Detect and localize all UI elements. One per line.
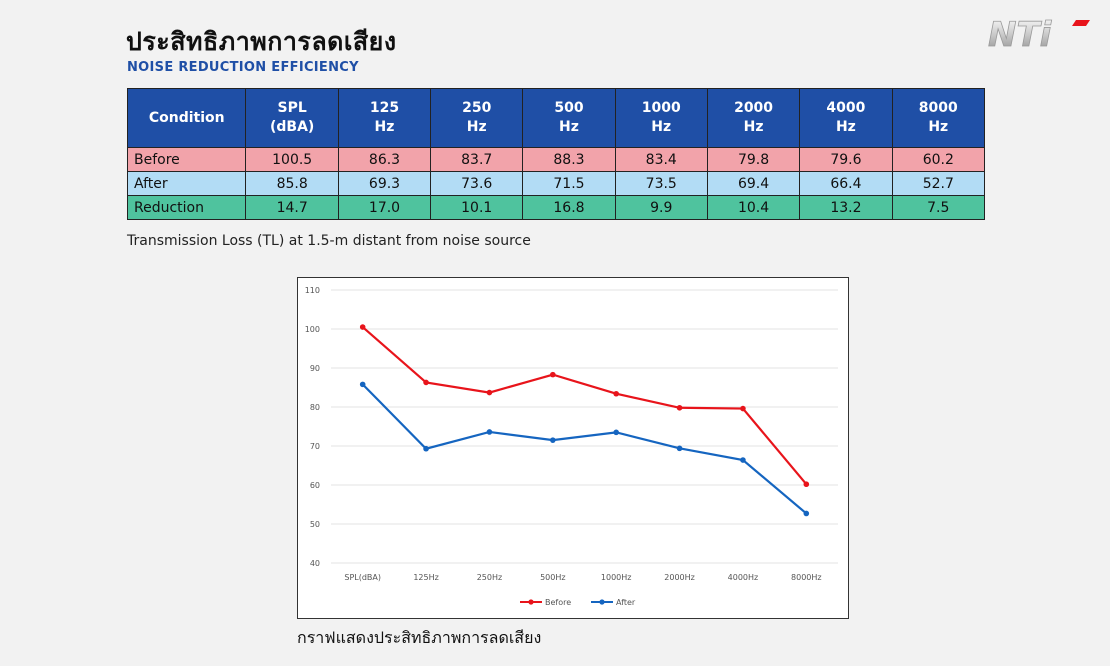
noise-reduction-table: Condition SPL (dBA) 125 Hz 250 Hz 500 Hz… (126, 88, 986, 220)
line-chart-container: 40 50 60 70 80 90 100 110 SPL(dBA) 125Hz 250Hz 500H… (297, 277, 849, 619)
data-point-before (423, 379, 429, 386)
x-tick-label: 8000Hz (791, 573, 822, 582)
data-point-after (803, 510, 810, 517)
table-cell: 9.9 (614, 195, 708, 220)
table-cell: 69.4 (706, 171, 801, 196)
y-tick-label: 90 (310, 364, 320, 373)
line-chart: 40 50 60 70 80 90 100 110 SPL(dBA) 125Hz 250Hz 500H… (305, 286, 838, 607)
legend-label-before: Before (545, 598, 571, 607)
y-tick-label: 70 (310, 442, 320, 451)
legend-label-after: After (616, 598, 636, 607)
y-tick-label: 110 (305, 286, 320, 295)
x-tick-label: 125Hz (413, 573, 438, 582)
page-title-english: NOISE REDUCTION EFFICIENCY (127, 60, 359, 75)
data-point-after (423, 445, 429, 452)
data-point-after (359, 381, 366, 388)
table-cell: 7.5 (891, 195, 986, 220)
data-point-before (740, 405, 746, 412)
table-cell: 83.7 (430, 147, 524, 172)
table-cell: 66.4 (799, 171, 893, 196)
x-tick-label: 250Hz (477, 573, 502, 582)
x-tick-label: SPL(dBA) (344, 573, 381, 582)
header-cell: 2000 Hz (706, 88, 801, 148)
x-tick-label: 1000Hz (601, 573, 632, 582)
table-cell: 85.8 (245, 171, 339, 196)
header-cell: 4000 Hz (799, 88, 893, 148)
table-cell: 17.0 (337, 195, 432, 220)
table-cell: 86.3 (337, 147, 432, 172)
data-point-before (550, 371, 556, 378)
header-cell: Condition (126, 88, 247, 148)
data-point-after (676, 445, 683, 452)
table-cell: 71.5 (522, 171, 616, 196)
table-cell: 83.4 (614, 147, 708, 172)
table-cell: 73.5 (614, 171, 708, 196)
header-cell: 1000 Hz (614, 88, 708, 148)
y-tick-label: 40 (310, 559, 320, 568)
data-point-before (613, 390, 619, 397)
transmission-loss-note: Transmission Loss (TL) at 1.5-m distant … (127, 233, 531, 249)
table-cell: 60.2 (891, 147, 986, 172)
data-point-after (550, 437, 556, 443)
legend-marker-after (599, 599, 605, 605)
table-cell: 79.8 (706, 147, 801, 172)
series-line-after (361, 383, 808, 515)
table-cell: 16.8 (522, 195, 616, 220)
x-tick-label: 2000Hz (664, 573, 695, 582)
table-row-reduction: Reduction 14.7 17.0 10.1 16.8 9.9 10.4 1… (126, 195, 986, 220)
table-cell: 73.6 (430, 171, 524, 196)
y-tick-label: 100 (305, 325, 320, 334)
svg-text:NTi: NTi (988, 15, 1053, 54)
header-cell: SPL (dBA) (245, 88, 339, 148)
legend-marker-before (528, 599, 534, 605)
data-point-before (486, 389, 493, 396)
table-cell: 10.4 (706, 195, 801, 220)
header-cell: 500 Hz (522, 88, 616, 148)
data-point-before (359, 324, 366, 330)
chart-caption: กราฟแสดงประสิทธิภาพการลดเสียง (297, 628, 542, 647)
data-point-after (486, 429, 493, 435)
x-tick-label: 4000Hz (728, 573, 759, 582)
data-point-after (613, 429, 619, 436)
y-tick-label: 80 (310, 403, 320, 412)
table-cell: 52.7 (891, 171, 986, 196)
table-cell: 14.7 (245, 195, 339, 220)
header-cell: 8000 Hz (891, 88, 986, 148)
x-tick-label: 500Hz (540, 573, 565, 582)
table-cell: 100.5 (245, 147, 339, 172)
header-cell: 125 Hz (337, 88, 432, 148)
nti-logo: NTi (988, 15, 1090, 54)
header-cell: 250 Hz (430, 88, 524, 148)
data-point-before (803, 481, 810, 488)
table-header-row: Condition SPL (dBA) 125 Hz 250 Hz 500 Hz… (126, 88, 986, 148)
y-tick-label: 50 (310, 520, 320, 529)
row-label: Before (126, 147, 247, 172)
table-cell: 10.1 (430, 195, 524, 220)
table-row-before: Before 100.5 86.3 83.7 88.3 83.4 79.8 79… (126, 147, 986, 172)
table-row-after: After 85.8 69.3 73.6 71.5 73.5 69.4 66.4… (126, 171, 986, 196)
table-cell: 69.3 (337, 171, 432, 196)
row-label: Reduction (126, 195, 247, 220)
data-point-after (740, 457, 746, 463)
page-title-thai: ประสิทธิภาพการลดเสียง (126, 27, 397, 56)
series-line-before (361, 326, 808, 485)
table-cell: 88.3 (522, 147, 616, 172)
row-label: After (126, 171, 247, 196)
y-tick-label: 60 (310, 481, 320, 490)
data-point-before (676, 404, 683, 411)
table-cell: 79.6 (799, 147, 893, 172)
table-cell: 13.2 (799, 195, 893, 220)
